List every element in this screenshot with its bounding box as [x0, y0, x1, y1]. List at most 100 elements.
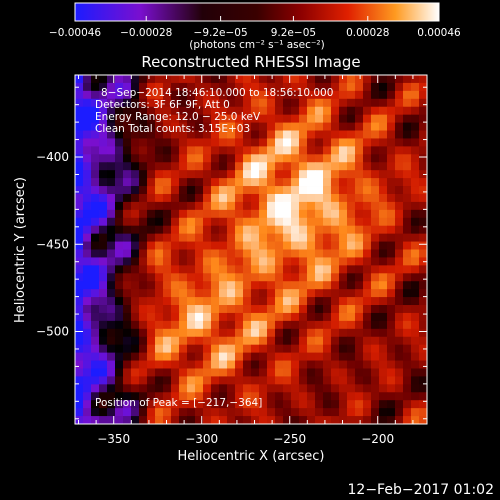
heatmap-cell: [291, 146, 300, 155]
heatmap-cell: [267, 201, 276, 211]
heatmap-cell: [355, 305, 364, 314]
heatmap-cell: [331, 368, 340, 377]
heatmap-cell: [251, 209, 260, 219]
heatmap-cell: [299, 106, 308, 116]
heatmap-cell: [131, 162, 140, 171]
heatmap-cell: [371, 146, 380, 155]
heatmap-cell: [147, 217, 156, 227]
heatmap-cell: [371, 90, 380, 100]
heatmap-cell: [163, 352, 172, 361]
heatmap-cell: [403, 352, 412, 361]
heatmap-cell: [163, 170, 172, 179]
heatmap-cell: [403, 320, 412, 330]
heatmap-cell: [387, 114, 396, 123]
heatmap-cell: [315, 186, 324, 195]
heatmap-cell: [203, 400, 212, 409]
heatmap-cell: [163, 312, 172, 322]
heatmap-cell: [147, 384, 156, 393]
heatmap-cell: [339, 201, 348, 211]
heatmap-cell: [171, 193, 180, 203]
heatmap-cell: [355, 384, 364, 393]
heatmap-cell: [243, 217, 252, 227]
heatmap-cell: [291, 209, 300, 219]
heatmap-cell: [283, 384, 292, 393]
heatmap-cell: [371, 217, 380, 227]
heatmap-cell: [123, 170, 132, 179]
heatmap-cell: [171, 408, 180, 417]
heatmap-cell: [299, 249, 308, 258]
heatmap-cell: [75, 162, 84, 171]
heatmap-cell: [403, 201, 412, 211]
heatmap-cell: [139, 241, 148, 250]
heatmap-cell: [243, 106, 252, 116]
heatmap-cell: [195, 146, 204, 155]
heatmap-cell: [115, 178, 124, 187]
heatmap-cell: [291, 328, 300, 338]
heatmap-cell: [75, 225, 84, 235]
heatmap-cell: [291, 162, 300, 171]
heatmap-cell: [307, 154, 316, 163]
heatmap-cell: [267, 328, 276, 338]
heatmap-cell: [235, 217, 244, 227]
heatmap-cell: [235, 400, 244, 409]
heatmap-cell: [163, 297, 172, 306]
heatmap-cell: [363, 138, 372, 147]
heatmap-cell: [187, 328, 196, 338]
heatmap-cell: [403, 400, 412, 409]
heatmap-cell: [339, 193, 348, 203]
heatmap-cell: [83, 209, 92, 219]
heatmap-cell: [347, 249, 356, 258]
heatmap-cell: [155, 273, 164, 282]
heatmap-cell: [331, 170, 340, 179]
heatmap-cell: [323, 186, 332, 195]
heatmap-cell: [283, 193, 292, 203]
heatmap-cell: [331, 193, 340, 203]
heatmap-cell: [171, 344, 180, 354]
heatmap-cell: [323, 376, 332, 385]
heatmap-cell: [131, 82, 140, 92]
heatmap-cell: [139, 376, 148, 385]
heatmap-cell: [363, 305, 372, 314]
heatmap-cell: [235, 106, 244, 116]
heatmap-cell: [99, 344, 108, 354]
heatmap-cell: [291, 193, 300, 203]
x-tick-label: −250: [273, 432, 306, 446]
heatmap-cell: [395, 122, 404, 131]
heatmap-cell: [411, 138, 420, 147]
heatmap-cell: [163, 400, 172, 409]
heatmap-cell: [283, 75, 292, 84]
heatmap-cell: [259, 225, 268, 235]
heatmap-cell: [267, 281, 276, 290]
heatmap-cell: [211, 233, 220, 242]
heatmap-cell: [259, 392, 268, 401]
heatmap-cell: [355, 201, 364, 211]
heatmap-cell: [307, 186, 316, 195]
heatmap-cell: [243, 344, 252, 354]
colorbar-tick-label: −9.2e−05: [194, 27, 248, 39]
heatmap-cell: [411, 289, 420, 298]
heatmap-cell: [83, 201, 92, 211]
heatmap-cell: [339, 233, 348, 242]
heatmap-cell: [83, 273, 92, 282]
heatmap-cell: [235, 352, 244, 361]
heatmap-cell: [283, 154, 292, 163]
heatmap-cell: [275, 217, 284, 227]
heatmap-cell: [267, 352, 276, 361]
heatmap-cell: [339, 257, 348, 266]
heatmap-cell: [155, 360, 164, 369]
heatmap-cell: [203, 257, 212, 266]
heatmap-cell: [403, 233, 412, 242]
x-tick-label: −200: [361, 432, 394, 446]
heatmap-cell: [315, 265, 324, 274]
heatmap-cell: [131, 416, 140, 424]
heatmap-cell: [219, 75, 228, 84]
heatmap-cell: [155, 106, 164, 116]
heatmap-cell: [267, 193, 276, 203]
heatmap-cell: [171, 201, 180, 211]
heatmap-cell: [363, 257, 372, 266]
heatmap-cell: [403, 90, 412, 100]
heatmap-cell: [339, 146, 348, 155]
heatmap-cell: [379, 90, 388, 100]
heatmap-cell: [331, 82, 340, 92]
heatmap-cell: [171, 233, 180, 242]
